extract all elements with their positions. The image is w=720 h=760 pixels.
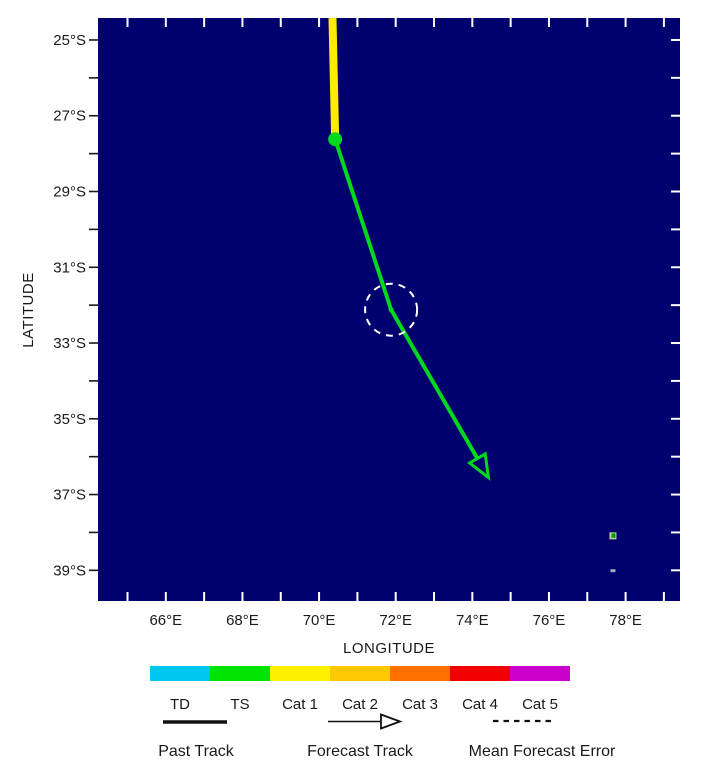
category-label: Cat 4: [462, 696, 498, 713]
forecast-track-label: Forecast Track: [307, 743, 413, 760]
category-label: Cat 2: [342, 696, 378, 713]
track-map: 66°E 68°E 70°E 72°E 74°E 76°E 78°E 25°S 27°S 29°S…: [20, 17, 680, 657]
x-tick-label: 74°E: [456, 612, 489, 629]
y-tick-label: 37°S: [53, 487, 86, 504]
category-label: Cat 3: [402, 696, 438, 713]
y-tick-label: 27°S: [53, 108, 86, 125]
island: [610, 569, 616, 573]
current-position-dot: [328, 132, 343, 147]
y-axis-title: LATITUDE: [20, 272, 37, 347]
y-tick-label: 39°S: [53, 562, 86, 579]
category-label: Cat 5: [522, 696, 558, 713]
y-tick-label: 35°S: [53, 411, 86, 428]
past-track-label: Past Track: [158, 743, 234, 760]
island-core: [611, 533, 616, 538]
y-tick-label: 31°S: [53, 259, 86, 276]
x-tick-label: 66°E: [149, 612, 182, 629]
x-tick-label: 72°E: [379, 612, 412, 629]
category-label: TD: [170, 696, 190, 713]
swatch-cat-5: [510, 666, 570, 681]
swatch-cat-4: [450, 666, 510, 681]
intensity-color-bar: [150, 666, 570, 681]
x-tick-label: 76°E: [533, 612, 566, 629]
legend-samples: [163, 713, 553, 730]
x-tick-label: 78°E: [609, 612, 642, 629]
swatch-cat-1: [270, 666, 330, 681]
mean-forecast-error-label: Mean Forecast Error: [468, 743, 616, 760]
swatch-cat-3: [390, 666, 450, 681]
x-axis-title: LONGITUDE: [343, 640, 435, 657]
forecast-arrow-head: [466, 451, 491, 481]
y-tick-label: 29°S: [53, 183, 86, 200]
swatch-cat-2: [330, 666, 390, 681]
category-label: Cat 1: [282, 696, 318, 713]
past-track-line: [328, 17, 340, 140]
mean-forecast-error-circle: [364, 282, 419, 337]
forecast-position-dot: [388, 307, 394, 313]
x-tick-label: 70°E: [303, 612, 336, 629]
y-tick-label: 33°S: [53, 335, 86, 352]
legend: TD TS Cat 1 Cat 2 Cat 3 Cat 4 Cat 5 Past Track…: [0, 660, 720, 760]
swatch-td: [150, 666, 210, 681]
x-tick-label: 68°E: [226, 612, 259, 629]
y-tick-label: 25°S: [53, 32, 86, 49]
swatch-ts: [210, 666, 270, 681]
category-label: TS: [230, 696, 250, 713]
forecast-track-sample-arrow: [328, 713, 403, 730]
